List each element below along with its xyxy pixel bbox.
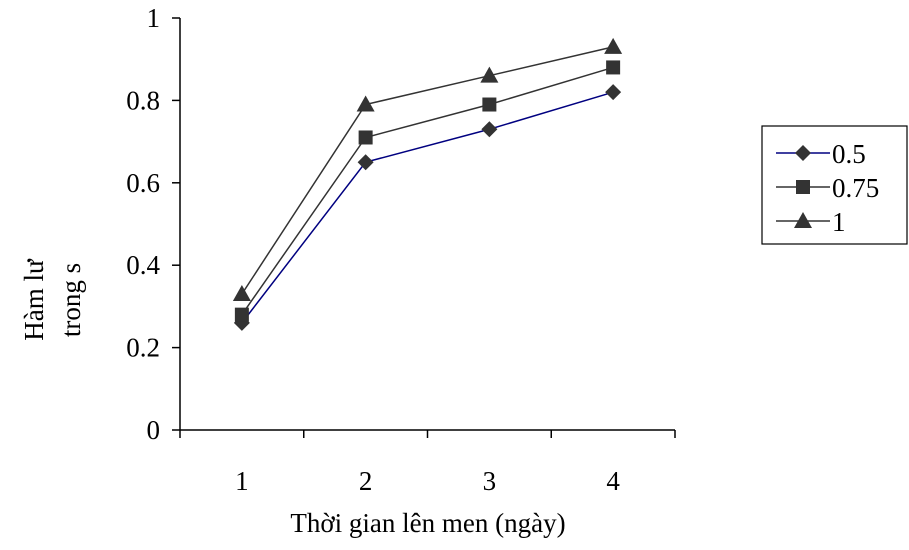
y-axis: 0 0.2 0.4 0.6 0.8 1	[126, 3, 181, 445]
y-axis-title: Hàm lư trong s	[19, 258, 86, 341]
x-axis-title: Thời gian lên men (ngày)	[290, 508, 565, 538]
data-point-diamond	[357, 154, 374, 171]
series-1	[232, 37, 623, 302]
data-point-triangle	[604, 37, 623, 54]
y-tick-label: 0.6	[126, 168, 160, 198]
legend: 0.5 0.75 1	[761, 125, 908, 245]
legend-label: 0.75	[832, 173, 879, 203]
y-axis-ticks: 0 0.2 0.4 0.6 0.8 1	[126, 3, 180, 445]
legend-item: 0.5	[776, 139, 866, 169]
series-line	[241, 46, 614, 295]
y-tick-label: 0.2	[126, 333, 160, 363]
y-tick-label: 0	[147, 415, 161, 445]
legend-marker-triangle	[794, 212, 812, 228]
y-tick-label: 0.8	[126, 85, 160, 115]
data-point-square	[606, 60, 621, 75]
series-line	[241, 66, 614, 316]
legend-marker-diamond	[795, 145, 811, 161]
legend-box	[761, 125, 908, 245]
data-point-square	[234, 307, 249, 322]
legend-items: 0.5 0.75 1	[776, 139, 879, 237]
y-tick-label: 0.4	[126, 250, 160, 280]
x-tick-label: 4	[606, 466, 620, 496]
data-point-square	[482, 97, 497, 112]
x-tick-label: 3	[483, 466, 497, 496]
legend-item: 1	[776, 207, 846, 237]
series-line	[241, 91, 614, 324]
y-axis-title-line-2: trong s	[56, 263, 86, 337]
data-point-triangle	[356, 95, 375, 112]
legend-marker-square	[796, 180, 810, 194]
data-point-diamond	[605, 84, 622, 101]
data-point-triangle	[232, 285, 251, 302]
x-axis: 1 2 3 4	[179, 429, 676, 496]
data-point-triangle	[480, 66, 499, 83]
legend-item: 0.75	[776, 173, 879, 203]
x-axis-ticks: 1 2 3 4	[179, 430, 676, 496]
y-tick-label: 1	[147, 3, 161, 33]
series-layer	[232, 37, 623, 331]
series-0.75	[234, 60, 621, 322]
legend-label: 1	[832, 207, 846, 237]
data-point-diamond	[481, 121, 498, 138]
data-point-square	[358, 130, 373, 145]
legend-label: 0.5	[832, 139, 866, 169]
x-tick-label: 1	[235, 466, 249, 496]
x-tick-label: 2	[359, 466, 373, 496]
y-axis-title-line-1: Hàm lư	[19, 258, 49, 341]
